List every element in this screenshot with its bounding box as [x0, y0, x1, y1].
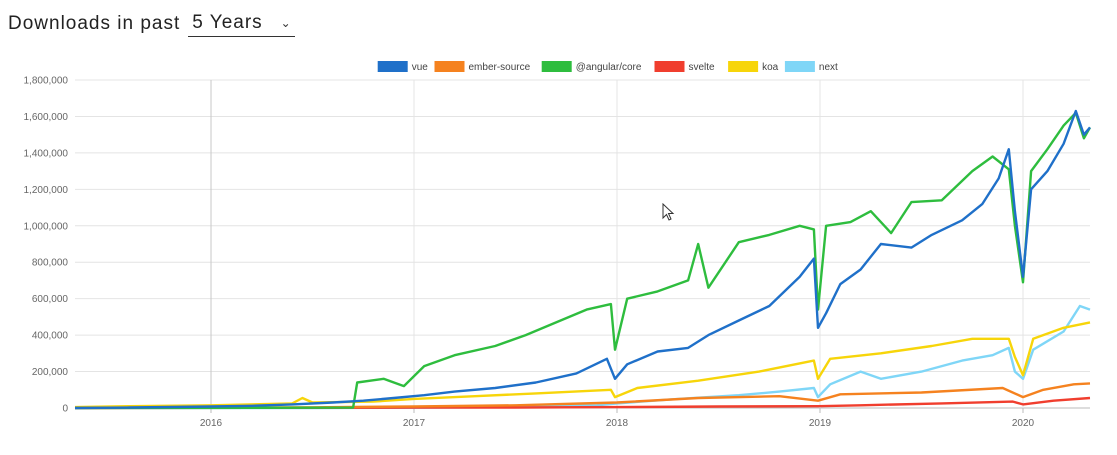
y-tick-label: 1,400,000: [24, 148, 69, 159]
y-tick-label: 400,000: [32, 331, 69, 342]
legend-swatch-next[interactable]: [784, 61, 815, 72]
legend-swatch-svelte[interactable]: [654, 61, 685, 72]
time-range-value[interactable]: 5 Years: [192, 11, 263, 33]
y-tick-label: 800,000: [32, 258, 69, 269]
legend-swatch-angularcore[interactable]: [541, 61, 572, 72]
x-tick-label: 2020: [1012, 418, 1035, 429]
x-tick-label: 2017: [403, 418, 426, 429]
series-line-next: [75, 304, 1091, 410]
y-tick-label: 1,800,000: [24, 76, 69, 87]
downloads-label: Downloads in past: [8, 13, 181, 34]
y-tick-label: 200,000: [32, 367, 69, 378]
downloads-chart: 0 200,000 400,000 600,000 800,000 1,000,000 1,…: [24, 61, 1092, 429]
legend-label-koa[interactable]: koa: [762, 62, 779, 73]
series-line-vue: [74, 109, 1091, 410]
legend-swatch-embersource[interactable]: [434, 61, 465, 72]
y-tick-label: 1,000,000: [24, 221, 69, 232]
legend-label-angularcore[interactable]: @angular/core: [576, 62, 642, 73]
y-tick-label: 0: [62, 404, 68, 415]
y-tick-label: 1,200,000: [24, 185, 69, 196]
legend-swatch-vue[interactable]: [377, 61, 408, 72]
legend-label-vue[interactable]: vue: [412, 62, 429, 73]
chevron-down-icon[interactable]: ⌄: [280, 15, 291, 30]
x-tick-label: 2019: [809, 418, 832, 429]
series-line-angularcore: [74, 111, 1092, 410]
series-line-embersource: [74, 382, 1091, 410]
legend-swatch-koa[interactable]: [728, 61, 759, 72]
legend-label-embersource[interactable]: ember-source: [469, 62, 531, 73]
legend-label-svelte[interactable]: svelte: [689, 62, 716, 73]
x-tick-label: 2018: [606, 418, 629, 429]
legend-label-next[interactable]: next: [819, 62, 838, 73]
y-tick-label: 600,000: [32, 294, 69, 305]
time-range-select[interactable]: 5 Years ⌄: [188, 11, 295, 37]
mouse-cursor-icon: [662, 203, 675, 221]
y-tick-label: 1,600,000: [24, 112, 69, 123]
downloads-header: Downloads in past 5 Years ⌄: [8, 8, 295, 40]
x-tick-label: 2016: [200, 418, 223, 429]
series-line-koa: [74, 321, 1091, 409]
